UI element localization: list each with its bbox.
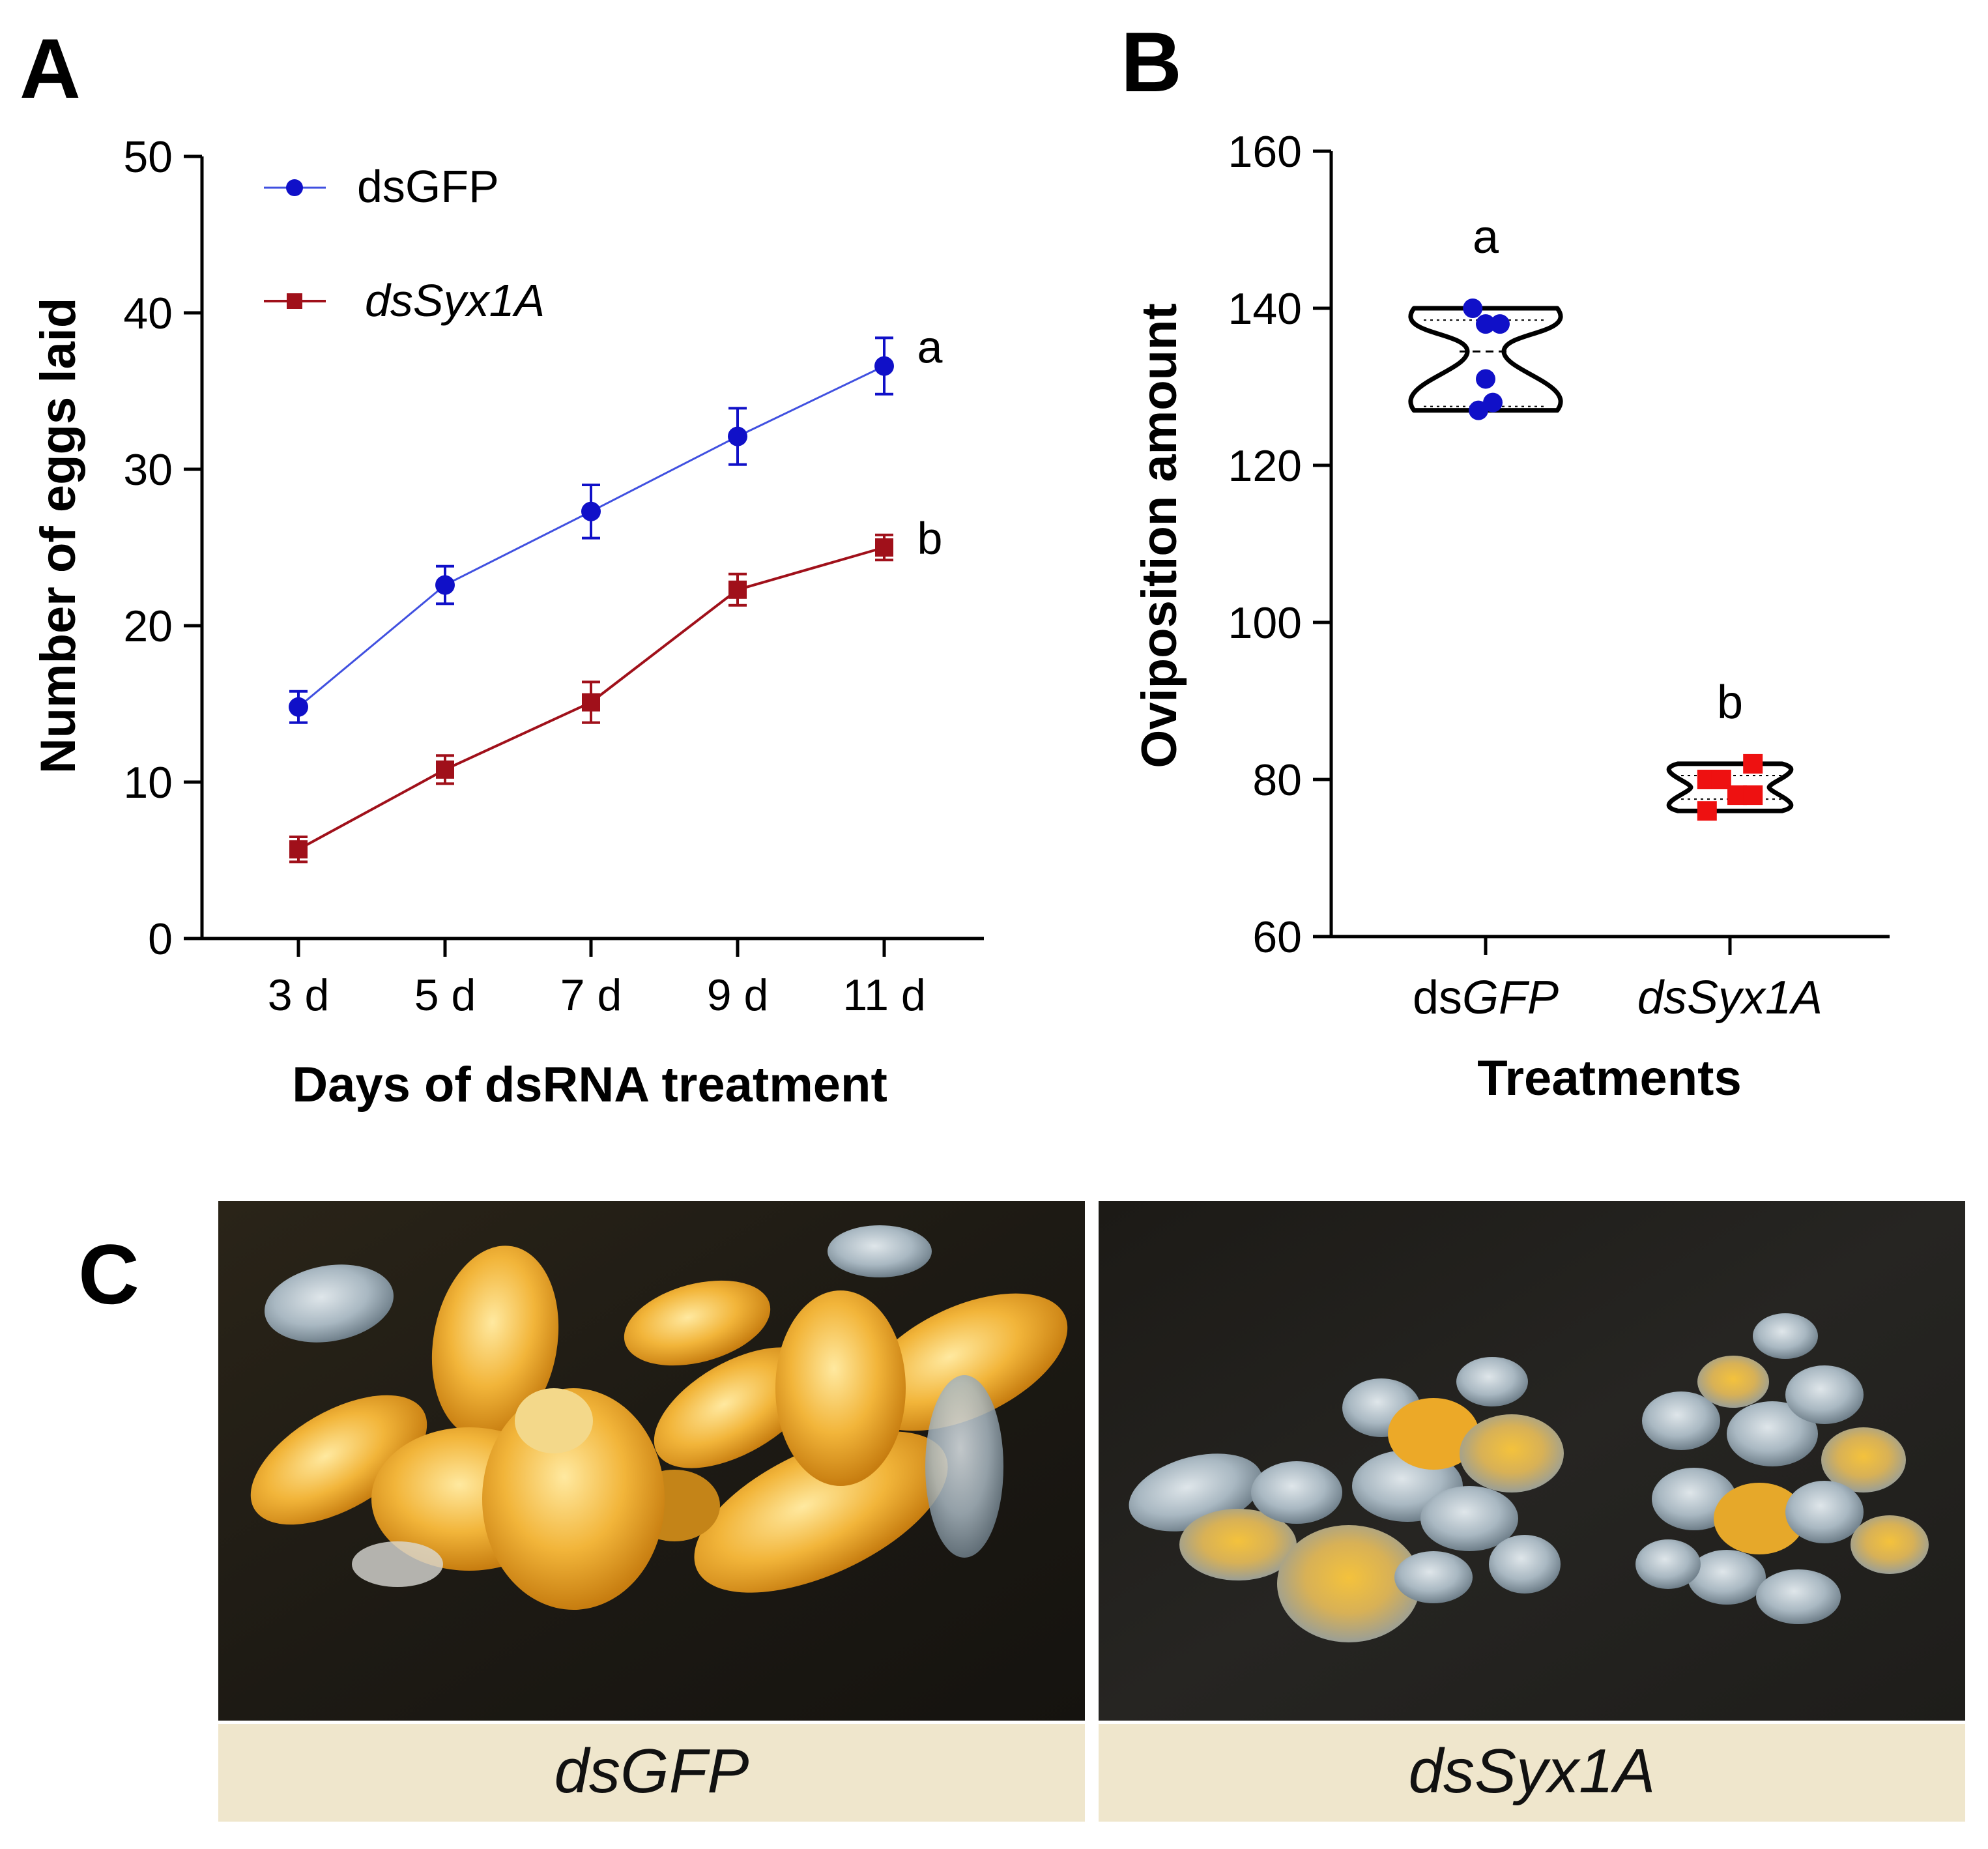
legend-marker-dsgfp	[286, 179, 303, 196]
y-tick-label-b: 140	[1228, 284, 1302, 334]
legend-label-dsgfp: dsGFP	[357, 161, 499, 212]
significance-label-dsgfp: a	[917, 322, 943, 373]
data-point-dsgfp	[581, 501, 601, 521]
y-axis-title-b: Oviposition amount	[1132, 303, 1187, 768]
photo-dssyx1a	[1099, 1201, 1965, 1721]
caption-dssyx1a: dsSyx1A	[1409, 1736, 1656, 1806]
caption-bar-dsgfp	[218, 1724, 1085, 1822]
data-point-dsgfp	[1490, 314, 1510, 334]
tick-labels: 0 10 20 30 40 50 3 d 5 d 7 d 9 d 11 d	[123, 132, 925, 1020]
violin-group	[1408, 306, 1794, 813]
y-tick-label-b: 100	[1228, 598, 1302, 648]
y-tick-label-a: 0	[148, 914, 173, 964]
data-point-dsgfp	[1476, 369, 1495, 389]
data-point-dsgfp	[874, 356, 894, 376]
data-point-dssyx1a	[582, 693, 600, 712]
points-dsgfp	[1463, 298, 1510, 420]
data-point-dsgfp	[1469, 400, 1488, 420]
series-group	[289, 336, 894, 864]
y-tick-label-b: 160	[1228, 127, 1302, 177]
x-axis-title-b: Treatments	[1477, 1051, 1742, 1106]
y-tick-label-b: 60	[1252, 912, 1302, 962]
data-point-dssyx1a	[1743, 753, 1763, 774]
x-axis-title-a: Days of dsRNA treatment	[292, 1057, 887, 1113]
points-group	[1463, 298, 1763, 821]
y-tick-label-a: 20	[123, 602, 173, 651]
y-tick-label-a: 30	[123, 445, 173, 495]
x-category-dsgfp: dsGFP	[1413, 972, 1559, 1024]
data-point-dsgfp	[289, 697, 308, 717]
panel-letter-a: A	[20, 21, 81, 116]
photo-dsgfp	[218, 1201, 1085, 1721]
y-tick-label-a: 50	[123, 132, 173, 182]
series-dssyx1a	[289, 533, 893, 864]
photo-panel-c: dsGFP dsSyx1A	[218, 1201, 1965, 1822]
x-tick-label-a: 5 d	[414, 970, 476, 1020]
significance-label-dssyx1a: b	[917, 513, 943, 564]
data-point-dssyx1a	[436, 760, 454, 779]
egg-cluster-dssyx1a	[1129, 1313, 1929, 1642]
legend-label-dssyx1a: dsSyx1A	[365, 275, 545, 326]
significance-label-dssyx1a: b	[1717, 677, 1743, 729]
egg-cluster-dsgfp	[250, 1225, 1068, 1610]
x-tick-label-a: 3 d	[268, 970, 330, 1020]
axes	[184, 154, 984, 957]
legend: dsGFP dsSyx1A	[264, 161, 545, 326]
x-category-dssyx1a: dsSyx1A	[1637, 972, 1822, 1024]
data-point-dsgfp	[435, 575, 455, 595]
data-point-dssyx1a	[1697, 801, 1717, 821]
significance-labels: ab	[917, 322, 943, 564]
x-tick-label-a: 7 d	[560, 970, 622, 1020]
y-axis-title-a: Number of eggs laid	[31, 298, 86, 774]
y-tick-label-b: 120	[1228, 441, 1302, 491]
data-point-dsgfp	[1483, 392, 1503, 413]
caption-dsgfp: dsGFP	[555, 1736, 749, 1806]
data-point-dsgfp	[1463, 298, 1483, 318]
data-point-dssyx1a	[875, 538, 893, 557]
y-tick-label-a: 10	[123, 758, 173, 808]
series-dsgfp	[289, 336, 894, 724]
x-tick-label-a: 11 d	[843, 970, 925, 1020]
data-point-dssyx1a	[728, 580, 747, 599]
x-tick-label-a: 9 d	[707, 970, 769, 1020]
violin-dsgfp	[1408, 306, 1563, 413]
data-point-dssyx1a	[1743, 785, 1763, 806]
data-point-dsgfp	[728, 426, 747, 446]
points-dssyx1a	[1697, 753, 1763, 821]
data-point-dsgfp	[1476, 314, 1495, 334]
caption-bar-dssyx1a	[1099, 1724, 1965, 1822]
legend-marker-dssyx1a	[287, 293, 302, 309]
y-tick-label-b: 80	[1252, 755, 1302, 805]
tick-labels: 60 80 100 120 140 160	[1228, 127, 1302, 962]
y-tick-label-a: 40	[123, 289, 173, 338]
axes	[1313, 149, 1890, 955]
significance-label-dsgfp: a	[1473, 211, 1499, 263]
panel-letter-b: B	[1121, 14, 1182, 109]
panel-letter-c: C	[78, 1227, 139, 1322]
data-point-dssyx1a	[289, 840, 308, 859]
significance-labels: ab	[1473, 211, 1743, 729]
violin-outline-dsgfp	[1408, 306, 1563, 413]
